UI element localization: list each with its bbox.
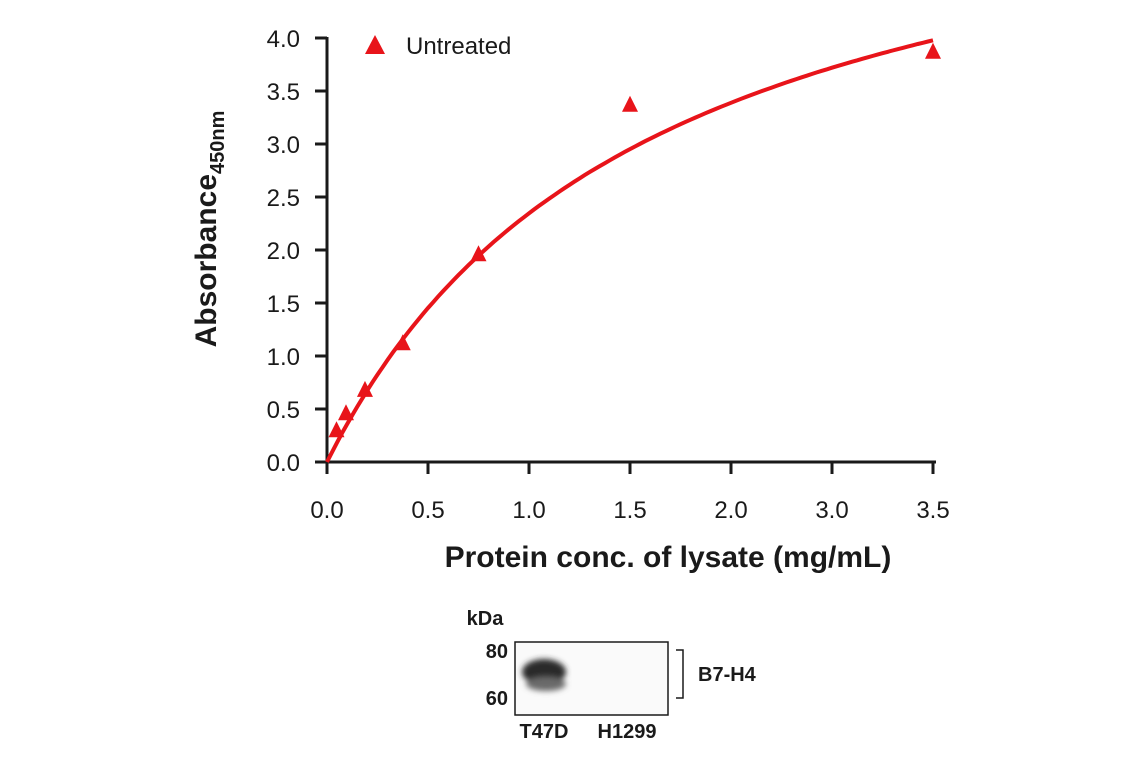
x-tick-label: 3.5: [916, 497, 949, 524]
data-point-triangle: [925, 42, 941, 59]
y-axis-title-subscript: 450nm: [207, 111, 229, 174]
blot-marker-80: 80: [486, 641, 508, 663]
y-tick-label: 4.0: [267, 26, 300, 53]
y-axis-title: Absorbance450nm: [190, 111, 229, 348]
x-tick-label: 1.5: [613, 497, 646, 524]
y-tick-label: 1.0: [267, 344, 300, 371]
x-ticks: 0.0 0.5 1.0 1.5 2.0 3.0 3.5: [310, 462, 950, 524]
legend-label-untreated: Untreated: [406, 33, 511, 60]
y-tick-label: 0.5: [267, 397, 300, 424]
x-axis-title: Protein conc. of lysate (mg/mL): [445, 541, 892, 574]
legend-triangle-marker: [365, 35, 385, 54]
blot-bracket: [676, 649, 684, 699]
legend: Untreated: [365, 33, 511, 60]
y-ticks: 0.0 0.5 1.0 1.5 2.0 2.5 3.0 3.5 4.0: [267, 26, 327, 477]
data-point-triangle: [622, 95, 638, 112]
y-tick-label: 1.5: [267, 291, 300, 318]
fit-curve-untreated: [325, 38, 934, 463]
x-tick-label: 0.5: [411, 497, 444, 524]
y-axis-title-main: Absorbance: [190, 174, 223, 347]
blot-marker-60: 60: [486, 688, 508, 710]
y-tick-label: 0.0: [267, 450, 300, 477]
western-blot-inset: kDa 80 60 B7-H4 T47D H1299: [467, 608, 757, 743]
blot-lane-h1299: H1299: [598, 721, 657, 743]
data-point-triangle: [337, 404, 354, 421]
data-points-untreated: [328, 42, 941, 438]
data-point-triangle: [470, 245, 487, 262]
blot-band-label: B7-H4: [698, 664, 757, 686]
x-tick-label: 3.0: [815, 497, 848, 524]
y-tick-label: 3.5: [267, 79, 300, 106]
x-tick-label: 1.0: [512, 497, 545, 524]
blot-band-t47d: [522, 659, 566, 691]
x-tick-label: 2.0: [714, 497, 747, 524]
data-point-triangle: [394, 334, 411, 351]
blot-lane-t47d: T47D: [520, 721, 569, 743]
y-tick-label: 2.0: [267, 238, 300, 265]
y-tick-label: 2.5: [267, 185, 300, 212]
y-tick-label: 3.0: [267, 132, 300, 159]
data-point-triangle: [328, 421, 345, 438]
blot-kda-label: kDa: [467, 608, 505, 630]
data-point-triangle: [356, 380, 373, 397]
x-tick-label: 0.0: [310, 497, 343, 524]
